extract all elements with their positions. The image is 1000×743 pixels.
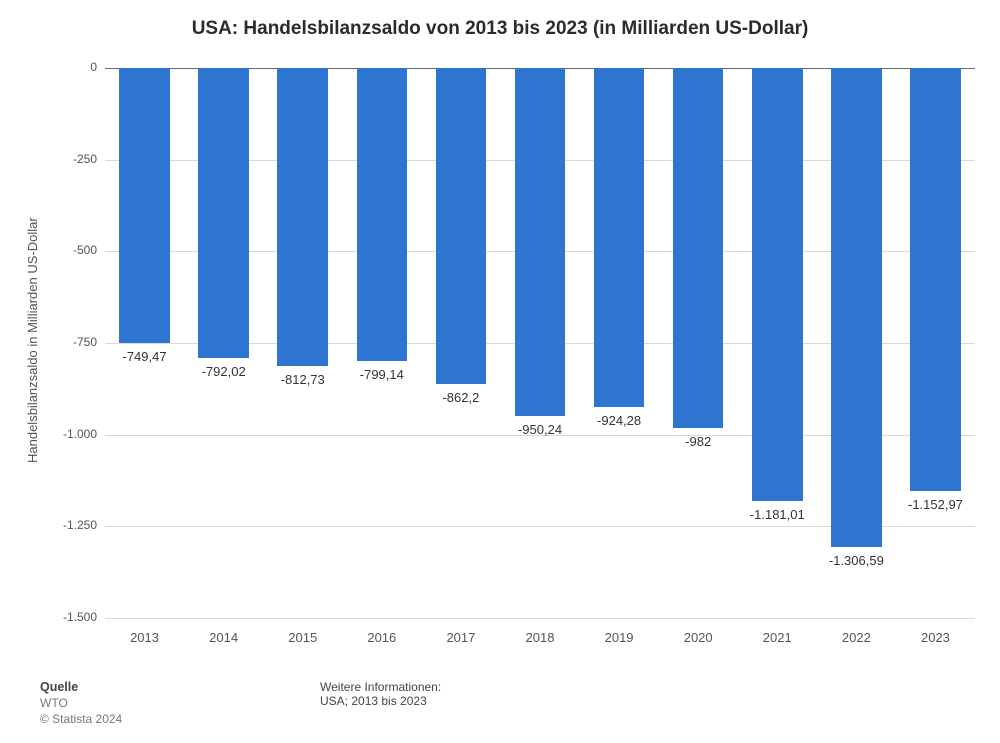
x-tick-label: 2019 [605,630,634,645]
bar-value-label: -749,47 [122,349,166,364]
bar [436,68,487,384]
x-tick-label: 2016 [367,630,396,645]
y-tick-label: -250 [37,152,97,166]
x-tick-label: 2014 [209,630,238,645]
source-text: WTO [40,696,122,710]
footer-info: Weitere Informationen: USA; 2013 bis 202… [320,680,441,708]
bar-value-label: -812,73 [281,372,325,387]
x-tick-label: 2018 [526,630,555,645]
bar-value-label: -1.181,01 [750,507,805,522]
chart-container: USA: Handelsbilanzsaldo von 2013 bis 202… [0,0,1000,743]
y-tick-label: -1.250 [37,518,97,532]
bar [119,68,170,343]
bar [831,68,882,547]
x-tick-label: 2023 [921,630,950,645]
bar-value-label: -1.152,97 [908,497,963,512]
bar-value-label: -862,2 [442,390,479,405]
info-text: USA; 2013 bis 2023 [320,694,441,708]
x-tick-label: 2013 [130,630,159,645]
y-tick-label: -1.000 [37,427,97,441]
x-tick-label: 2017 [446,630,475,645]
bar-value-label: -982 [685,434,711,449]
bar [198,68,249,358]
footer-source: Quelle WTO © Statista 2024 [40,680,122,726]
source-heading: Quelle [40,680,122,694]
bar-value-label: -950,24 [518,422,562,437]
chart-title: USA: Handelsbilanzsaldo von 2013 bis 202… [0,0,1000,40]
bar [515,68,566,416]
x-tick-label: 2022 [842,630,871,645]
x-tick-label: 2021 [763,630,792,645]
copyright-text: © Statista 2024 [40,712,122,726]
x-tick-label: 2020 [684,630,713,645]
bar-value-label: -792,02 [202,364,246,379]
bar-value-label: -799,14 [360,367,404,382]
y-tick-label: -750 [37,335,97,349]
bar [594,68,645,407]
bar [752,68,803,501]
info-heading: Weitere Informationen: [320,680,441,694]
y-tick-label: 0 [37,60,97,74]
y-tick-label: -1.500 [37,610,97,624]
bar [357,68,408,361]
bar-value-label: -1.306,59 [829,553,884,568]
y-tick-label: -500 [37,243,97,257]
bar [673,68,724,428]
x-tick-label: 2015 [288,630,317,645]
bar [910,68,961,491]
bar [277,68,328,366]
bar-value-label: -924,28 [597,413,641,428]
plot-area: -749,47 -792,02 -812,73 -799,14 -862,2 -950,2… [105,68,975,618]
gridline [105,618,975,619]
